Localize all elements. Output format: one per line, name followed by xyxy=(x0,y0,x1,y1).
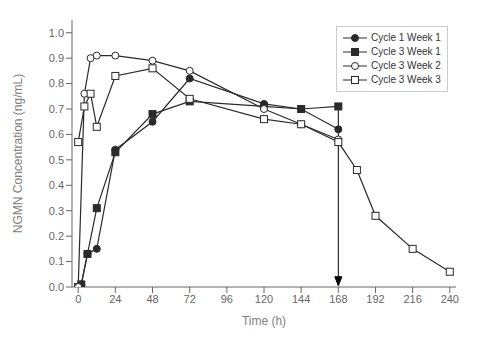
svg-text:72: 72 xyxy=(184,293,196,305)
svg-text:0.1: 0.1 xyxy=(49,255,64,267)
svg-text:144: 144 xyxy=(292,293,310,305)
html-text:Cycle 3 Week 2: Cycle 3 Week 2 xyxy=(371,60,441,71)
svg-text:96: 96 xyxy=(221,293,233,305)
html-text:Cycle 3 Week 3: Cycle 3 Week 3 xyxy=(371,74,441,85)
svg-text:24: 24 xyxy=(109,293,121,305)
svg-text:0.8: 0.8 xyxy=(49,77,64,89)
svg-text:0.5: 0.5 xyxy=(49,154,64,166)
svg-text:0.6: 0.6 xyxy=(49,128,64,140)
svg-text:0.7: 0.7 xyxy=(49,103,64,115)
svg-text:Time (h): Time (h) xyxy=(242,314,286,328)
svg-text:NGMN Concentration (ng/mL): NGMN Concentration (ng/mL) xyxy=(11,74,25,233)
svg-text:1.0: 1.0 xyxy=(49,27,64,39)
svg-text:192: 192 xyxy=(366,293,384,305)
svg-text:240: 240 xyxy=(441,293,459,305)
svg-text:0.3: 0.3 xyxy=(49,205,64,217)
svg-text:0.4: 0.4 xyxy=(49,179,64,191)
svg-text:216: 216 xyxy=(403,293,421,305)
html-text:Cycle 3 Week 1: Cycle 3 Week 1 xyxy=(371,46,441,57)
svg-text:0: 0 xyxy=(75,293,81,305)
svg-text:48: 48 xyxy=(146,293,158,305)
html-text:Cycle 1 Week 1: Cycle 1 Week 1 xyxy=(371,32,441,43)
svg-text:0.2: 0.2 xyxy=(49,230,64,242)
svg-text:0.0: 0.0 xyxy=(49,281,64,293)
svg-text:0.9: 0.9 xyxy=(49,52,64,64)
svg-text:120: 120 xyxy=(255,293,273,305)
svg-text:168: 168 xyxy=(329,293,347,305)
